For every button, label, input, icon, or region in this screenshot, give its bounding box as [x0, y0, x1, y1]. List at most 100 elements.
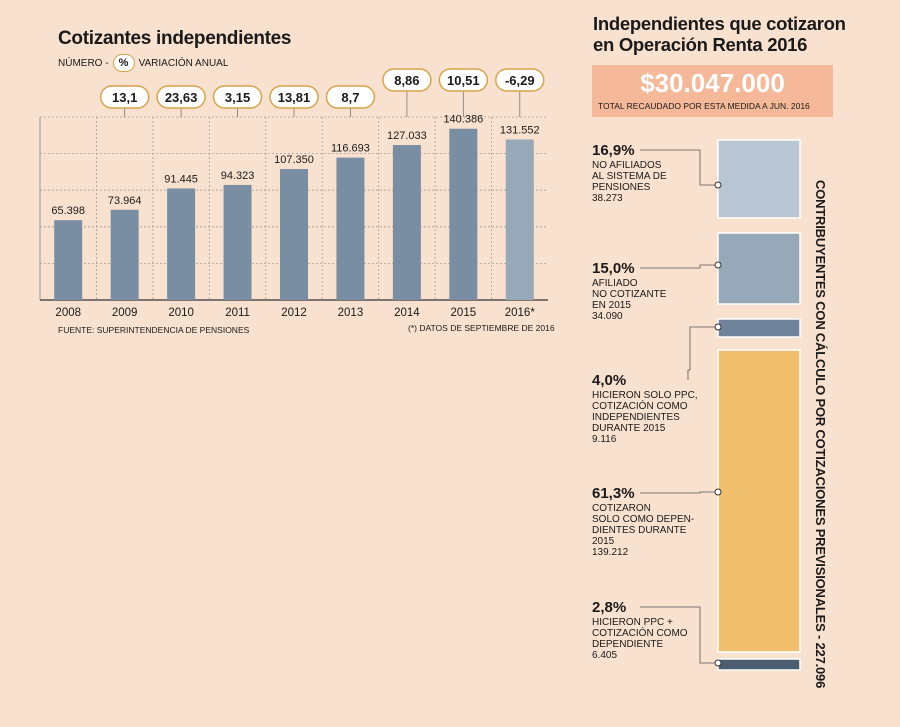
- segment-3-label-line-1: HICIERON SOLO PPC,: [592, 390, 698, 401]
- bar-2010: [167, 188, 196, 300]
- variation-bubble-2012: [269, 85, 319, 109]
- source-note: FUENTE: SUPERINTENDENCIA DE PENSIONES: [58, 325, 250, 335]
- variation-bubble-2015: [438, 68, 489, 92]
- segment-4-label-line-3: DIENTES DURANTE: [592, 525, 687, 536]
- value-label-2014: 127.033: [387, 130, 427, 142]
- value-label-2012: 107.350: [274, 154, 314, 166]
- segment-5-label-line-3: DEPENDIENTE: [592, 639, 663, 650]
- variation-bubble-2013: [325, 85, 376, 109]
- segment-5-count: 6.405: [592, 650, 617, 661]
- bar-2016*: [505, 139, 534, 300]
- segment-1-anchor-dot: [714, 181, 722, 189]
- variation-label-2012: 13,81: [278, 90, 311, 105]
- segment-4-anchor-dot: [714, 488, 722, 496]
- legend-number-label: NÚMERO -: [58, 57, 109, 69]
- value-label-2008: 65.398: [51, 205, 85, 217]
- segment-5-connector: [640, 606, 718, 664]
- segment-5: [717, 658, 801, 671]
- segment-2-connector: [640, 264, 718, 269]
- segment-2-label-line-1: AFILIADO: [592, 278, 638, 289]
- bar-2013: [336, 157, 365, 300]
- segment-2: [717, 232, 801, 305]
- segment-4-connector: [640, 491, 718, 494]
- segment-4-percent: 61,3%: [592, 485, 635, 502]
- variation-label-2010: 23,63: [165, 90, 198, 105]
- variation-label-2009: 13,1: [112, 90, 137, 105]
- value-label-2015: 140.386: [443, 114, 483, 126]
- segment-5-label-line-1: HICIERON PPC +: [592, 617, 673, 628]
- variation-label-2015: 10,51: [447, 73, 480, 88]
- segment-3-percent: 4,0%: [592, 372, 626, 389]
- legend-percent-bubble: %: [112, 54, 135, 72]
- bar-2014: [392, 145, 421, 300]
- footnote: (*) DATOS DE SEPTIEMBRE DE 2016: [408, 323, 555, 333]
- total-box: $30.047.000 TOTAL RECAUDADO POR ESTA MED…: [592, 65, 833, 117]
- legend: NÚMERO - % VARIACIÓN ANUAL: [58, 54, 228, 72]
- bar-2011: [223, 184, 252, 300]
- segment-3-label-line-3: INDEPENDIENTES: [592, 412, 680, 423]
- bar-2012: [280, 169, 308, 300]
- bar-2015: [449, 128, 478, 300]
- segment-1-label-line-3: PENSIONES: [592, 182, 651, 193]
- variation-bubble-2016*: [495, 68, 545, 92]
- total-amount: $30.047.000: [640, 68, 785, 98]
- segment-1-label-line-1: NO AFILIADOS: [592, 160, 662, 171]
- variation-bubble-2010: [156, 85, 206, 109]
- segment-4-count: 139.212: [592, 547, 629, 558]
- segment-1-count: 38.273: [592, 193, 623, 204]
- vertical-label: CONTRIBUYENTES CON CÁLCULO POR COTIZACIO…: [806, 180, 836, 688]
- segment-1-percent: 16,9%: [592, 142, 635, 159]
- segment-3-connector: [687, 326, 718, 380]
- right-title-line2: en Operación Renta 2016: [593, 34, 808, 55]
- right-title: Independientes que cotizaron en Operació…: [593, 13, 846, 55]
- variation-bubble-2009: [99, 85, 150, 109]
- segment-4: [717, 349, 801, 653]
- tick-label-2009: 2009: [112, 307, 138, 319]
- tick-label-2015: 2015: [451, 307, 477, 319]
- bar-2008: [54, 220, 83, 300]
- variation-label-2014: 8,86: [394, 73, 419, 88]
- vertical-label-text: CONTRIBUYENTES CON CÁLCULO POR COTIZACIO…: [813, 180, 828, 689]
- chart-title: Cotizantes independientes: [58, 28, 292, 49]
- legend-variation-label: VARIACIÓN ANUAL: [138, 57, 229, 69]
- tick-label-2016*: 2016*: [505, 307, 536, 319]
- variation-bubble-2011: [212, 85, 263, 109]
- variation-label-2011: 3,15: [225, 90, 250, 105]
- segment-3-anchor-dot: [714, 323, 722, 331]
- segment-4-label-line-4: 2015: [592, 536, 615, 547]
- value-label-2009: 73.964: [108, 195, 142, 207]
- tick-label-2013: 2013: [338, 307, 364, 319]
- value-label-2016*: 131.552: [500, 125, 540, 137]
- tick-label-2010: 2010: [168, 307, 194, 319]
- segment-2-label-line-3: EN 2015: [592, 300, 631, 311]
- segment-3-count: 9.116: [592, 434, 617, 445]
- segment-2-anchor-dot: [714, 261, 722, 269]
- segment-2-percent: 15,0%: [592, 260, 635, 277]
- segment-5-percent: 2,8%: [592, 599, 626, 616]
- segment-1-label-line-2: AL SISTEMA DE: [592, 171, 667, 182]
- segment-5-anchor-dot: [714, 659, 722, 667]
- tick-label-2008: 2008: [55, 307, 81, 319]
- variation-bubble-2014: [382, 68, 432, 92]
- segment-1-connector: [640, 149, 718, 186]
- segment-4-label-line-1: COTIZARON: [592, 503, 651, 514]
- segment-3-label-line-4: DURANTE 2015: [592, 423, 666, 434]
- segment-4-label-line-2: SOLO COMO DEPEN-: [592, 514, 694, 525]
- tick-label-2014: 2014: [394, 307, 420, 319]
- segment-2-count: 34.090: [592, 311, 623, 322]
- tick-label-2012: 2012: [281, 307, 307, 319]
- total-caption: TOTAL RECAUDADO POR ESTA MEDIDA A JUN. 2…: [598, 101, 810, 111]
- tick-label-2011: 2011: [225, 307, 250, 319]
- bar-chart: 65.398 2008 73.964 2009 13,1 91.445 2010 23,63 9…: [39, 68, 548, 319]
- segment-3-label-line-2: COTIZACIÓN COMO: [592, 399, 688, 412]
- value-label-2013: 116.693: [331, 143, 370, 155]
- bar-2009: [110, 209, 139, 300]
- segment-2-label-line-2: NO COTIZANTE: [592, 289, 667, 300]
- variation-label-2016*: -6,29: [505, 73, 535, 88]
- value-label-2011: 94.323: [221, 170, 255, 182]
- segment-5-label-line-2: COTIZACIÓN COMO: [592, 626, 688, 639]
- segment-3: [717, 318, 801, 338]
- right-title-line1: Independientes que cotizaron: [593, 13, 846, 34]
- variation-label-2013: 8,7: [341, 90, 359, 105]
